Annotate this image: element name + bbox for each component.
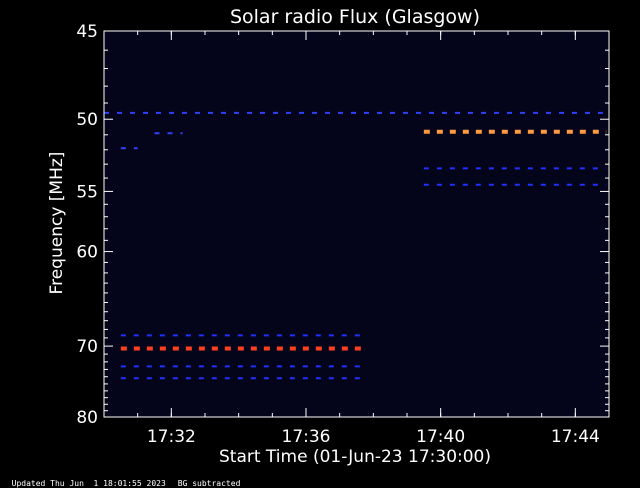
y-tick-label-60: 60 (76, 243, 98, 263)
y-tick-label-45: 45 (76, 22, 98, 42)
x-tick-label-17:36: 17:36 (282, 427, 331, 447)
y-tick-label-80: 80 (76, 408, 98, 428)
footer: Updated Thu Jun 1 18:01:55 2023 BG subtra… (2, 470, 252, 488)
x-tick-label-17:32: 17:32 (147, 427, 196, 447)
x-tick-label-17:44: 17:44 (551, 427, 600, 447)
x-tick-label-17:40: 17:40 (416, 427, 465, 447)
plot-axes: 45 50 55 60 70 80 17:32 17:36 17:40 17:44 (76, 22, 610, 447)
plot-background (104, 31, 609, 417)
spectrogram-features (104, 111, 607, 380)
chart-title: Solar radio Flux (Glasgow) (230, 6, 480, 28)
y-tick-label-70: 70 (76, 337, 98, 357)
plot-area (104, 31, 609, 417)
footer-updated: Updated Thu Jun 1 18:01:55 2023 (11, 479, 166, 488)
x-axis-label: Start Time (01-Jun-23 17:30:00) (219, 447, 491, 467)
footer-note: BG subtracted (177, 479, 241, 488)
y-axis-label: Frequency [MHz] (47, 152, 67, 295)
plot-frame (103, 30, 610, 418)
y-tick-label-55: 55 (76, 182, 98, 202)
y-tick-label-50: 50 (76, 110, 98, 130)
